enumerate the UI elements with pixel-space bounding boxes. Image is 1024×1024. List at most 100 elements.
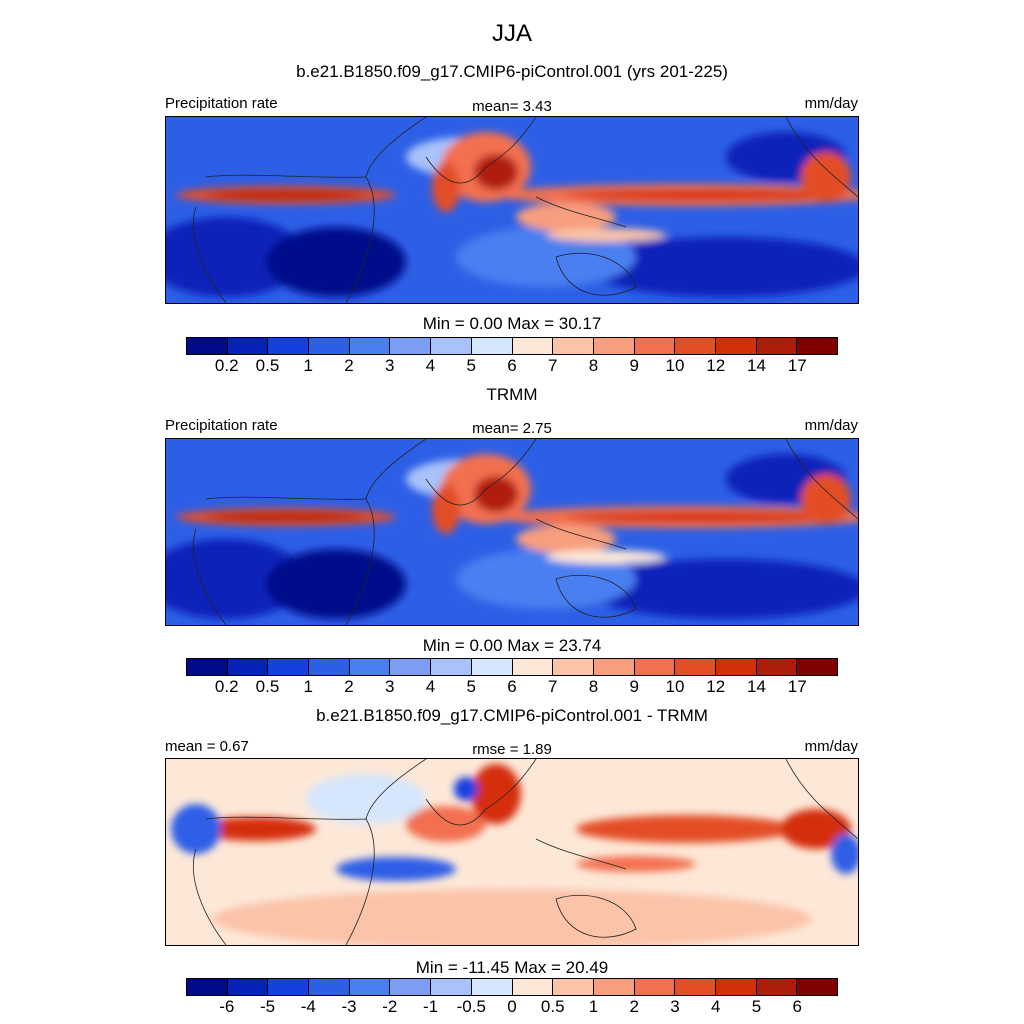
colorbar-tick-label: -3 <box>341 997 357 1016</box>
panel1-map <box>165 116 859 304</box>
colorbar-swatch <box>553 659 594 675</box>
panel3-minmax: Min = -11.45 Max = 20.49 <box>415 958 609 977</box>
precip-region <box>471 764 521 824</box>
colorbar-swatch <box>715 659 757 675</box>
colorbar-swatch <box>512 979 554 995</box>
colorbar-tick-label: 9 <box>629 356 639 375</box>
precip-region <box>546 228 666 242</box>
precip-region <box>516 203 616 231</box>
colorbar-swatch <box>349 659 391 675</box>
colorbar-swatch <box>309 979 350 995</box>
precip-region <box>474 476 518 512</box>
precip-region <box>432 162 460 212</box>
colorbar-swatch <box>471 659 513 675</box>
precip-region <box>546 550 666 564</box>
colorbar-swatch <box>553 338 594 354</box>
colorbar-swatch <box>268 979 310 995</box>
precip-region <box>456 227 636 287</box>
colorbar-tick-label: 4 <box>711 997 721 1016</box>
colorbar-tick-label: 0.5 <box>255 677 280 696</box>
coastline <box>425 117 537 184</box>
colorbar-tick-label: 14 <box>747 677 766 696</box>
colorbar-swatch <box>715 338 757 354</box>
coastline <box>192 848 227 945</box>
precip-region <box>166 539 306 619</box>
precip-region <box>801 152 851 202</box>
colorbar-swatch <box>553 979 594 995</box>
coastline <box>205 174 375 303</box>
colorbar-tick-label: 8 <box>588 356 599 375</box>
colorbar-tick-label: 6 <box>507 677 517 696</box>
colorbar-tick-label: 6 <box>507 356 517 375</box>
precip-region <box>206 513 366 521</box>
colorbar-tick-label: 5 <box>466 677 476 696</box>
coastline <box>535 196 627 228</box>
colorbar-swatch <box>227 979 269 995</box>
panel2-units-label: mm/day <box>804 417 858 434</box>
colorbar-swatch <box>675 659 716 675</box>
colorbar-swatch <box>593 659 635 675</box>
colorbar-tick-label: 10 <box>665 677 685 696</box>
colorbar-swatch <box>431 979 472 995</box>
colorbar-swatch <box>797 979 837 995</box>
colorbar-tick-label: 0.5 <box>540 997 565 1016</box>
colorbar-tick-label: 2 <box>344 356 354 375</box>
colorbar-tick-label: -6 <box>219 997 235 1016</box>
precip-region <box>171 804 221 854</box>
coastline <box>192 206 227 303</box>
colorbar-swatch <box>471 979 513 995</box>
colorbar-swatch <box>349 979 391 995</box>
precip-region <box>306 774 426 824</box>
coastline <box>365 117 427 178</box>
precip-region <box>336 857 456 881</box>
colorbar-swatch <box>349 338 391 354</box>
colorbar-tick-label: 17 <box>787 356 807 375</box>
colorbar-tick-label: 3 <box>385 356 395 375</box>
coastline <box>365 439 427 500</box>
colorbar-tick-label: 0.2 <box>214 677 239 696</box>
precip-region <box>212 889 812 945</box>
precip-region <box>586 559 858 619</box>
colorbar-tick-label: 2 <box>344 677 354 696</box>
panel2-mean-label: mean= 2.75 <box>472 420 552 437</box>
figure-title: JJA <box>491 20 533 47</box>
coastline <box>205 496 375 625</box>
colorbar-swatch <box>227 659 269 675</box>
precip-region <box>406 806 486 842</box>
colorbar-tick-label: 4 <box>425 356 436 375</box>
colorbar-swatch <box>675 979 716 995</box>
precip-region <box>456 549 636 609</box>
precip-region <box>801 474 851 524</box>
colorbar-swatch <box>593 979 635 995</box>
precip-region <box>454 777 478 801</box>
colorbar-swatch <box>187 338 228 354</box>
colorbar-tick-label: -4 <box>300 997 316 1016</box>
precip-region <box>781 809 851 849</box>
panel3-title: b.e21.B1850.f09_g17.CMIP6-piControl.001 … <box>316 706 708 725</box>
colorbar-swatch <box>797 659 837 675</box>
colorbar-tick-label: 6 <box>792 997 802 1016</box>
panel3-units-label: mm/day <box>804 738 858 755</box>
panel2-left-label: Precipitation rate <box>165 417 278 434</box>
colorbar-tick-label: 2 <box>629 997 639 1016</box>
precip-region <box>474 154 518 190</box>
colorbar-swatch <box>715 979 757 995</box>
colorbar-swatch <box>512 338 554 354</box>
colorbar-tick-label: -0.5 <box>456 997 486 1016</box>
coastline <box>425 439 537 506</box>
precip-region <box>576 815 796 843</box>
panel2-map <box>165 438 859 626</box>
colorbar-swatch <box>634 338 676 354</box>
precip-region <box>516 525 616 553</box>
colorbar-tick-label: 3 <box>670 997 680 1016</box>
coastline <box>785 759 858 840</box>
colorbar-swatch <box>471 338 513 354</box>
panel3-field <box>171 759 858 945</box>
colorbar-tick-label: 8 <box>588 677 599 696</box>
coastline <box>785 439 858 520</box>
panel1-units-label: mm/day <box>804 95 858 112</box>
colorbar-swatch <box>268 338 310 354</box>
colorbar-tick-label: 5 <box>466 356 476 375</box>
colorbar-swatch <box>593 338 635 354</box>
panel3-mean-label: mean = 0.67 <box>165 738 249 755</box>
